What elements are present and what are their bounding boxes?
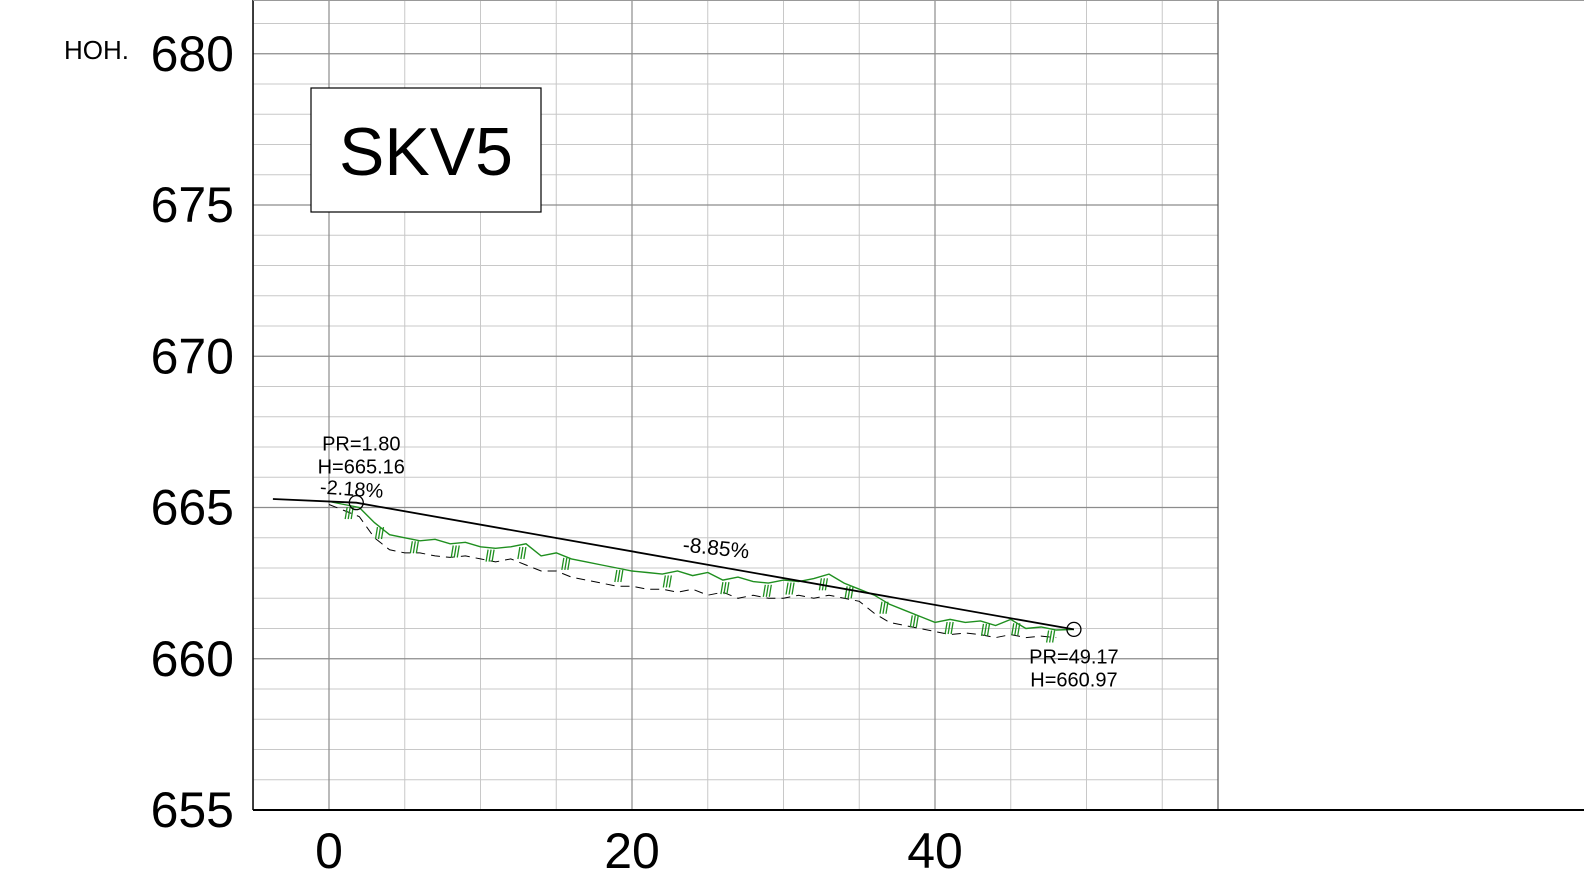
ground-hatch-mark [485, 549, 489, 562]
ground-hatch-mark [1048, 630, 1053, 643]
ground-hatch-mark [1014, 623, 1018, 636]
ground-hatch-mark [374, 526, 379, 540]
minor-grid [252, 0, 1218, 810]
ground-hatch-mark [983, 623, 988, 636]
annotation-label: PR=1.80 [322, 434, 400, 456]
ground-hatch-mark [765, 584, 769, 597]
y-axis-label: HOH. [64, 35, 129, 65]
ground-hatch-mark [824, 578, 829, 591]
grade-point-marker [1066, 621, 1082, 638]
ground-hatch-mark [614, 569, 618, 583]
ground-hatch-mark [915, 615, 919, 628]
ground-hatch-mark [950, 621, 954, 635]
x-tick-label: 40 [907, 823, 963, 875]
y-tick-label: 655 [151, 782, 234, 838]
y-tick-label: 665 [151, 480, 234, 536]
ground-hatch-mark [517, 546, 521, 560]
ground-hatch-mark [947, 621, 951, 635]
x-tick-label: 0 [315, 823, 343, 875]
y-tick-label: 670 [151, 328, 234, 384]
ground-hatch-mark [912, 615, 916, 628]
ground-hatch-mark [456, 545, 460, 558]
ground-hatch-mark [412, 541, 416, 554]
ground-hatch-mark [453, 545, 457, 558]
ground-hatch-mark [523, 546, 527, 560]
ground-hatch-mark [668, 575, 672, 588]
ground-hatch-mark [762, 584, 766, 597]
ground-hatch-mark [488, 549, 492, 562]
ground-hatch-mark [665, 575, 669, 588]
design-grade-line [272, 498, 1075, 631]
ground-hatch-mark [882, 601, 886, 614]
y-tick-label: 660 [151, 631, 234, 687]
chart-title: SKV5 [339, 114, 513, 190]
ground-hatch-mark [986, 623, 991, 636]
ground-hatch-mark [788, 582, 792, 595]
annotation-label: -2.18% [319, 476, 384, 502]
ground-hatch-mark [944, 621, 948, 635]
ground-hatch-mark [620, 569, 624, 583]
annotation-label: PR=49.17 [1029, 646, 1119, 668]
lower-profile-line [328, 504, 1057, 639]
ground-hatch-mark [380, 526, 385, 540]
ground-hatch-mark [344, 506, 348, 520]
ground-hatch-mark [850, 586, 854, 599]
ground-profile-line [328, 500, 1074, 631]
annotations: PR=1.80H=665.16-2.18%-8.85%PR=49.17H=660… [318, 434, 1119, 692]
annotation-label: H=660.97 [1030, 669, 1117, 691]
ground-hatch-mark [885, 601, 889, 614]
series [272, 495, 1082, 643]
ground-hatch-mark [909, 615, 913, 628]
ground-hatch-mark [844, 586, 848, 599]
ground-hatch-mark [720, 581, 724, 595]
ground-hatch-mark [662, 575, 666, 588]
ground-hatch-mark [1011, 623, 1015, 636]
annotation-label: H=665.16 [318, 457, 405, 479]
y-tick-label: 675 [151, 177, 234, 233]
ground-hatch-mark [520, 546, 524, 560]
ground-hatch-mark [377, 526, 382, 540]
y-tick-label: 680 [151, 26, 234, 82]
chart-title-box: SKV5 [310, 87, 542, 213]
ground-hatch-mark [491, 549, 495, 562]
tick-labels: 655 660 665 670 675 680 0 20 40 [151, 26, 963, 875]
ground-hatch-mark [785, 582, 789, 595]
axes [252, 0, 1584, 811]
ground-hatch-mark [1045, 630, 1050, 643]
ground-hatch-mark [561, 557, 565, 571]
x-tick-label: 20 [604, 823, 660, 875]
ground-hatch-mark [617, 569, 621, 583]
ground-hatch-mark [564, 557, 568, 571]
ground-hatch-mark [347, 506, 351, 520]
ground-hatch-mark [1051, 630, 1056, 643]
major-grid [253, 0, 1218, 810]
ground-hatch-mark [879, 601, 883, 614]
ground-hatch-mark [768, 584, 772, 597]
ground-hatch-mark [847, 586, 851, 599]
ground-hatch-mark [726, 581, 730, 595]
grade-point-marker [348, 495, 364, 511]
ground-hatch-mark [980, 623, 985, 636]
ground-hatch-mark [567, 557, 571, 571]
ground-hatch-mark [1017, 623, 1021, 636]
ground-hatch-mark [415, 541, 419, 554]
ground-hatch-mark [450, 545, 454, 558]
ground-hatch-mark [409, 541, 413, 554]
ground-hatch-mark [723, 581, 727, 595]
ground-hatch-mark [791, 582, 795, 595]
